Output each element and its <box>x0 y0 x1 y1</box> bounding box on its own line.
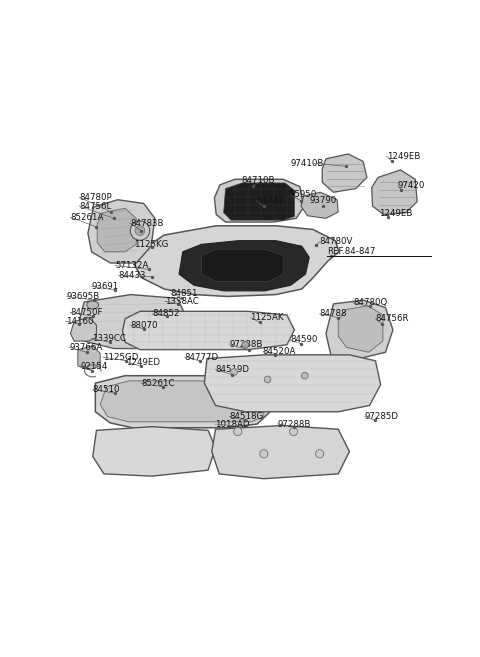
Circle shape <box>242 342 249 348</box>
Text: 84788: 84788 <box>320 309 347 319</box>
Polygon shape <box>224 183 294 220</box>
Polygon shape <box>301 193 338 218</box>
Circle shape <box>130 221 150 240</box>
Text: 84433: 84433 <box>119 271 146 280</box>
Text: 84851: 84851 <box>171 289 198 298</box>
Text: REF.84-847: REF.84-847 <box>327 247 375 256</box>
Text: 85261C: 85261C <box>141 378 175 388</box>
Text: 95950: 95950 <box>290 191 317 199</box>
Polygon shape <box>97 208 136 252</box>
Polygon shape <box>179 240 309 291</box>
Text: 1249EB: 1249EB <box>386 152 420 161</box>
Text: 84750F: 84750F <box>71 308 103 317</box>
Text: 93691: 93691 <box>92 282 119 291</box>
Polygon shape <box>122 311 294 350</box>
Text: 84777D: 84777D <box>185 353 219 361</box>
Text: 84756L: 84756L <box>79 202 111 210</box>
Text: 97410B: 97410B <box>290 159 324 168</box>
Polygon shape <box>204 355 381 412</box>
Text: 1125GD: 1125GD <box>103 353 138 361</box>
Text: 1249ED: 1249ED <box>126 358 160 367</box>
Polygon shape <box>202 249 283 282</box>
Text: 84747: 84747 <box>256 196 284 206</box>
Text: 1018AD: 1018AD <box>216 420 250 428</box>
Polygon shape <box>322 154 367 193</box>
Text: 84519D: 84519D <box>216 365 250 374</box>
Polygon shape <box>71 317 96 341</box>
Circle shape <box>301 373 308 379</box>
Text: 84852: 84852 <box>152 309 180 319</box>
Text: 1339CC: 1339CC <box>92 334 125 343</box>
Text: 97288B: 97288B <box>277 420 311 428</box>
Text: 1249EB: 1249EB <box>379 209 412 218</box>
Text: 84780P: 84780P <box>79 193 112 202</box>
Text: 88070: 88070 <box>130 321 157 330</box>
Polygon shape <box>93 426 216 476</box>
Text: 84780V: 84780V <box>320 237 353 246</box>
Circle shape <box>231 369 238 375</box>
Text: 84780Q: 84780Q <box>353 298 387 307</box>
Text: 84518G: 84518G <box>229 412 264 421</box>
Ellipse shape <box>87 301 99 309</box>
Text: 93766A: 93766A <box>69 343 103 352</box>
Text: 84710B: 84710B <box>241 175 275 185</box>
Text: 93695B: 93695B <box>67 292 100 301</box>
Polygon shape <box>338 306 383 352</box>
Text: 92154: 92154 <box>81 361 108 371</box>
Text: 1338AC: 1338AC <box>165 297 199 306</box>
Polygon shape <box>78 346 100 370</box>
Circle shape <box>315 449 324 458</box>
Polygon shape <box>215 179 304 222</box>
Polygon shape <box>134 226 339 296</box>
Text: 97288B: 97288B <box>229 340 263 350</box>
Text: 84590: 84590 <box>290 336 317 344</box>
Circle shape <box>234 428 242 436</box>
Polygon shape <box>326 300 393 359</box>
Polygon shape <box>212 426 349 479</box>
Circle shape <box>289 428 298 436</box>
Text: 14160: 14160 <box>66 317 93 326</box>
Text: 84783B: 84783B <box>130 219 163 228</box>
Text: 84510: 84510 <box>93 385 120 394</box>
Text: 85261A: 85261A <box>71 213 104 221</box>
Text: 97285D: 97285D <box>364 412 398 421</box>
Text: 97420: 97420 <box>398 181 425 191</box>
Circle shape <box>264 376 271 383</box>
Text: 1125KG: 1125KG <box>133 240 168 249</box>
Text: 84756R: 84756R <box>375 314 409 323</box>
Text: 93790: 93790 <box>310 196 337 206</box>
Circle shape <box>135 226 145 235</box>
Text: 84520A: 84520A <box>263 347 296 355</box>
Polygon shape <box>88 200 155 263</box>
Polygon shape <box>78 294 185 348</box>
Text: 1125AK: 1125AK <box>251 313 284 322</box>
Polygon shape <box>372 170 417 215</box>
Text: 57132A: 57132A <box>115 261 148 270</box>
Circle shape <box>260 449 268 458</box>
Polygon shape <box>100 381 264 422</box>
Polygon shape <box>96 376 270 428</box>
